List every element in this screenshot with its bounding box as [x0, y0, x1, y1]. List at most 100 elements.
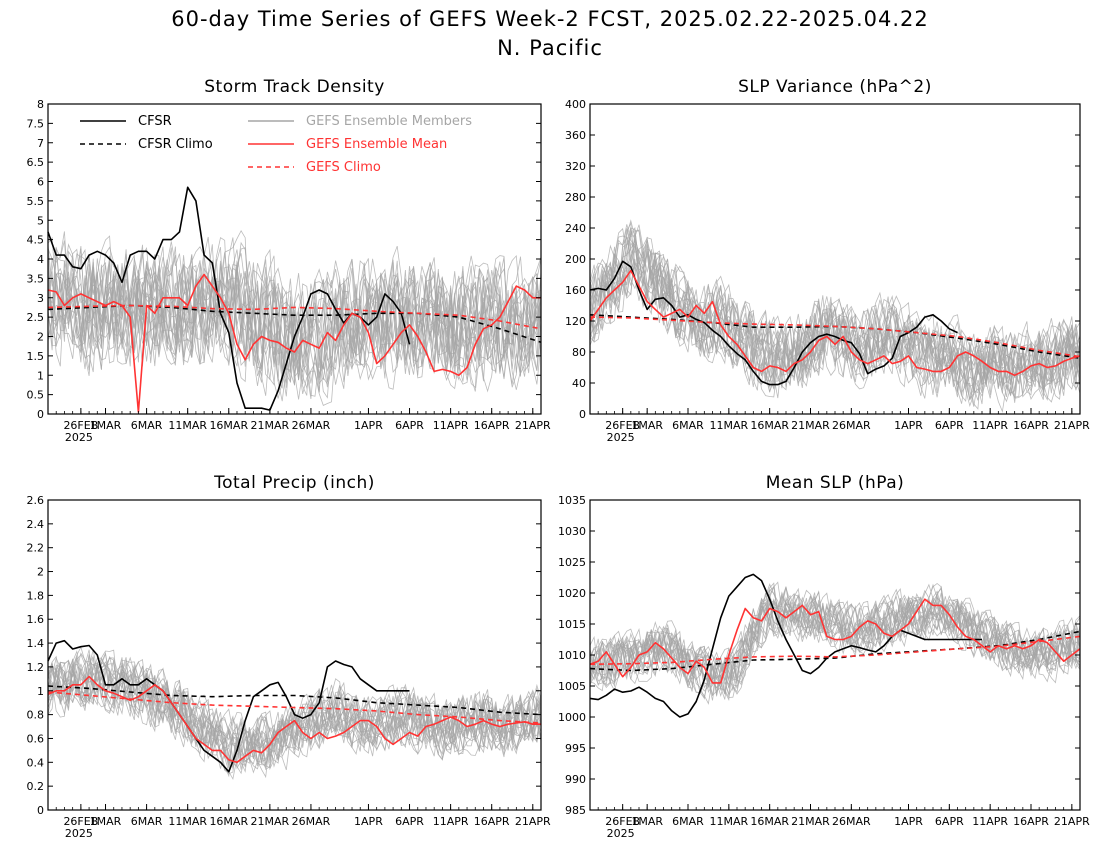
x-tick-label: 11APR [433, 815, 469, 828]
panel-title: Total Precip (inch) [213, 473, 375, 493]
y-tick-label: 1.2 [27, 661, 45, 674]
y-tick-label: 0.6 [27, 732, 45, 745]
x-tick-label: 1MAR [631, 419, 663, 432]
x-tick-label: 1MAR [631, 815, 663, 828]
x-tick-label: 6MAR [131, 419, 163, 432]
x-tick-label: 26FEB [63, 815, 98, 828]
ensemble-member-line [47, 246, 542, 393]
y-tick-label: 80 [572, 346, 586, 359]
ensemble-member-line [47, 237, 542, 384]
y-tick-label: 1010 [558, 649, 586, 662]
y-tick-label: 985 [565, 804, 586, 817]
series-cfsr [589, 260, 958, 386]
x-tick-label: 11MAR [710, 815, 749, 828]
y-tick-label: 0 [579, 408, 586, 421]
panel-title: SLP Variance (hPa^2) [738, 77, 932, 97]
x-tick-label: 11APR [433, 419, 469, 432]
x-tick-label: 6APR [395, 419, 424, 432]
y-tick-label: 4 [37, 253, 44, 266]
x-tick-label: 6MAR [672, 815, 704, 828]
panel-title: Storm Track Density [204, 77, 385, 97]
ensemble-members [589, 219, 1081, 413]
y-tick-label: 7 [37, 137, 44, 150]
y-tick-label: 2 [37, 566, 44, 579]
legend: CFSR CFSR Climo GEFS Ensemble Members GEFS … [80, 114, 472, 175]
y-tick-label: 280 [565, 191, 586, 204]
x-tick-label: 21MAR [251, 419, 290, 432]
y-tick-label: 1.4 [27, 637, 45, 650]
y-tick-label: 1035 [558, 494, 586, 507]
y-tick-label: 1025 [558, 556, 586, 569]
x-tick-label: 26FEB [605, 419, 640, 432]
x-year-label: 2025 [65, 431, 93, 444]
y-tick-label: 2.6 [27, 494, 45, 507]
x-tick-label: 21APR [1054, 419, 1090, 432]
x-tick-label: 1APR [894, 815, 923, 828]
legend-gefs-climo-label: GEFS Climo [306, 160, 381, 175]
ensemble-members [47, 229, 542, 406]
x-tick-label: 11MAR [168, 419, 207, 432]
x-tick-label: 21MAR [791, 419, 830, 432]
x-tick-label: 16APR [474, 815, 510, 828]
ensemble-member-line [47, 245, 542, 386]
x-tick-label: 26FEB [605, 815, 640, 828]
y-tick-label: 1.5 [27, 350, 45, 363]
x-year-label: 2025 [607, 431, 635, 444]
x-tick-label: 21MAR [791, 815, 830, 828]
y-tick-label: 120 [565, 315, 586, 328]
x-tick-label: 6MAR [131, 815, 163, 828]
series-cfsr [589, 573, 982, 718]
x-tick-label: 16MAR [209, 419, 248, 432]
x-tick-label: 1APR [354, 419, 383, 432]
y-tick-label: 160 [565, 284, 586, 297]
y-tick-label: 360 [565, 129, 586, 142]
ensemble-member-line [589, 236, 1081, 398]
ensemble-members [589, 581, 1081, 705]
y-tick-label: 1.6 [27, 613, 45, 626]
series-gefs-climo [47, 304, 542, 330]
x-tick-label: 26FEB [63, 419, 98, 432]
y-tick-label: 2 [37, 331, 44, 344]
ensemble-member-line [589, 590, 1081, 697]
y-tick-label: 3 [37, 292, 44, 305]
ensemble-member-line [589, 583, 1081, 689]
y-tick-label: 6 [37, 176, 44, 189]
y-tick-label: 0.2 [27, 780, 45, 793]
y-tick-label: 4.5 [27, 234, 45, 247]
y-tick-label: 6.5 [27, 156, 45, 169]
y-tick-label: 3.5 [27, 272, 45, 285]
x-tick-label: 16APR [1013, 419, 1049, 432]
x-tick-label: 11APR [972, 815, 1008, 828]
y-tick-label: 2.2 [27, 542, 45, 555]
x-tick-label: 1APR [894, 419, 923, 432]
y-tick-label: 5.5 [27, 195, 45, 208]
figure-title: 60-day Time Series of GEFS Week-2 FCST, … [171, 7, 929, 31]
x-tick-label: 6MAR [672, 419, 704, 432]
x-tick-label: 21APR [1054, 815, 1090, 828]
ensemble-member-line [47, 651, 542, 775]
x-tick-label: 11APR [972, 419, 1008, 432]
ensemble-member-line [589, 244, 1081, 401]
y-tick-label: 1000 [558, 711, 586, 724]
x-tick-label: 26MAR [292, 815, 331, 828]
ensemble-member-line [589, 219, 1081, 400]
y-tick-label: 7.5 [27, 117, 45, 130]
figure-subtitle: N. Pacific [497, 36, 603, 60]
y-tick-label: 0 [37, 804, 44, 817]
y-tick-label: 240 [565, 222, 586, 235]
x-tick-label: 21MAR [251, 815, 290, 828]
y-tick-label: 1015 [558, 618, 586, 631]
x-tick-label: 16MAR [750, 815, 789, 828]
y-tick-label: 320 [565, 160, 586, 173]
series-gefs-climo [589, 635, 1081, 666]
ensemble-member-line [589, 587, 1081, 689]
y-tick-label: 8 [37, 98, 44, 111]
legend-cfsr-label: CFSR [138, 114, 172, 129]
y-tick-label: 995 [565, 742, 586, 755]
panel-2: SLP Variance (hPa^2) 0 40 80 120 160 200 240 280… [565, 77, 1090, 444]
ensemble-member-line [47, 649, 542, 767]
x-tick-label: 6APR [935, 419, 964, 432]
x-tick-label: 16MAR [750, 419, 789, 432]
x-tick-label: 26MAR [292, 419, 331, 432]
